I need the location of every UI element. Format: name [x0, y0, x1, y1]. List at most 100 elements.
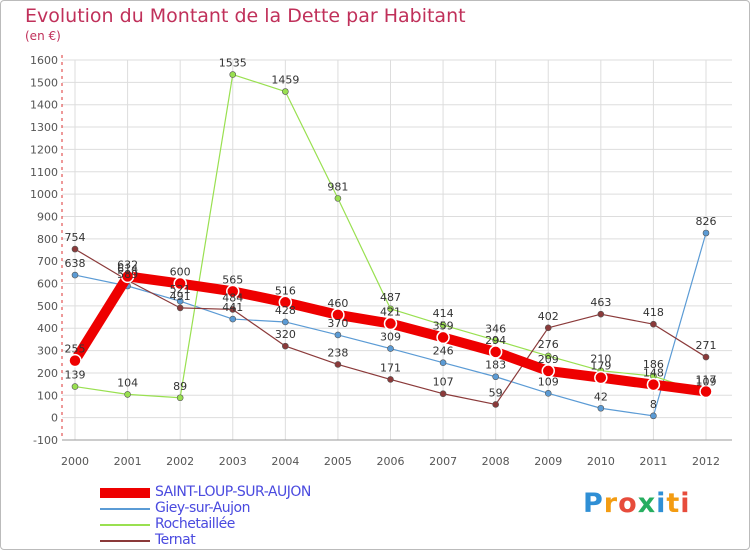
data-point [646, 377, 661, 392]
x-tick-label: 2004 [271, 455, 299, 468]
y-tick-label: 1600 [30, 54, 58, 67]
data-point [544, 352, 552, 360]
y-tick-label: 1000 [30, 188, 58, 201]
x-tick-label: 2011 [639, 455, 667, 468]
data-point [176, 304, 184, 312]
data-label: 981 [327, 180, 348, 193]
data-label: 638 [65, 257, 86, 270]
data-point [282, 342, 289, 350]
data-point [229, 315, 237, 323]
axis-layer: -100 0 100 200 300 400 500 600 700 800 900 1000 1100… [30, 54, 732, 468]
data-label: 463 [590, 296, 611, 309]
y-tick-label: 400 [37, 322, 58, 335]
data-label: 402 [538, 310, 559, 323]
data-label: 1535 [219, 57, 247, 70]
data-point [282, 88, 289, 95]
series-rochetaill-e [71, 71, 710, 402]
data-label: 117 [696, 373, 717, 386]
series-layer [68, 71, 713, 420]
x-tick-label: 2010 [587, 455, 615, 468]
data-label: 754 [65, 231, 86, 244]
data-label: 614 [117, 262, 138, 275]
data-label: 238 [327, 346, 348, 359]
data-point [71, 245, 79, 253]
data-label: 521 [170, 283, 191, 296]
x-tick-label: 2003 [219, 455, 247, 468]
data-point [229, 306, 237, 313]
data-point [120, 269, 135, 284]
data-label: 109 [538, 375, 559, 388]
legend-label: Giey-sur-Aujon [155, 500, 251, 516]
data-label: 421 [380, 306, 401, 319]
chart-title: Evolution du Montant de la Dette par Hab… [25, 5, 466, 27]
data-point [492, 373, 499, 381]
data-point [71, 383, 79, 390]
x-tick-label: 2005 [324, 455, 352, 468]
data-label: 59 [489, 386, 503, 399]
y-tick-label: 900 [37, 210, 58, 223]
data-label: 600 [170, 266, 191, 279]
data-label: 271 [696, 339, 717, 352]
data-label: 428 [275, 304, 296, 317]
data-point [597, 404, 605, 412]
y-tick-label: 1100 [30, 166, 58, 179]
y-tick-label: 300 [37, 345, 58, 358]
data-label: 1459 [271, 74, 299, 87]
data-point [229, 71, 237, 78]
data-point [544, 389, 552, 397]
legend-swatch [100, 540, 150, 542]
x-tick-label: 2000 [61, 455, 89, 468]
data-point [387, 345, 394, 352]
data-label: 139 [65, 369, 86, 382]
x-tick-label: 2002 [166, 455, 194, 468]
y-tick-label: 100 [37, 389, 58, 402]
grid-layer [62, 59, 732, 441]
data-point [492, 401, 499, 408]
data-point [176, 297, 184, 305]
y-tick-label: 500 [37, 300, 58, 313]
data-point [544, 324, 552, 332]
data-point [597, 310, 605, 318]
data-label: 276 [538, 338, 559, 351]
logo-letter: i [680, 488, 691, 519]
data-label: 487 [380, 291, 401, 304]
y-tick-label: 1400 [30, 99, 58, 112]
series-saint-loup-sur-aujon [68, 269, 713, 399]
y-tick-label: -100 [33, 434, 58, 447]
y-tick-label: 1500 [30, 76, 58, 89]
data-point [492, 337, 499, 344]
data-label: 484 [222, 291, 243, 304]
data-label: 346 [485, 322, 506, 335]
data-point [439, 390, 447, 398]
data-label: 826 [696, 215, 717, 228]
logo-letter: x [637, 488, 657, 519]
x-tick-label: 2008 [482, 455, 510, 468]
y-tick-label: 200 [37, 367, 58, 380]
data-label: 491 [170, 290, 191, 303]
data-point [387, 305, 394, 313]
data-point [699, 384, 713, 399]
data-point [702, 229, 710, 237]
y-tick-label: 1300 [30, 121, 58, 134]
data-label: 294 [485, 334, 506, 347]
data-label: 42 [594, 390, 608, 403]
data-point [488, 345, 503, 359]
data-point [594, 370, 608, 385]
data-label: 104 [117, 376, 138, 389]
data-point [702, 353, 710, 361]
data-label: 186 [643, 358, 664, 371]
data-label: 418 [643, 306, 664, 319]
data-point [334, 331, 342, 339]
data-label: 359 [433, 319, 454, 332]
data-point [650, 320, 657, 328]
x-tick-label: 2006 [377, 455, 405, 468]
legend-swatch [100, 524, 150, 526]
data-label: 8 [650, 398, 657, 411]
data-point [334, 361, 342, 368]
logo-letter: P [583, 488, 604, 519]
data-point [68, 353, 82, 368]
data-label: 89 [173, 380, 187, 393]
data-point [387, 376, 394, 383]
data-label: 320 [275, 328, 296, 341]
